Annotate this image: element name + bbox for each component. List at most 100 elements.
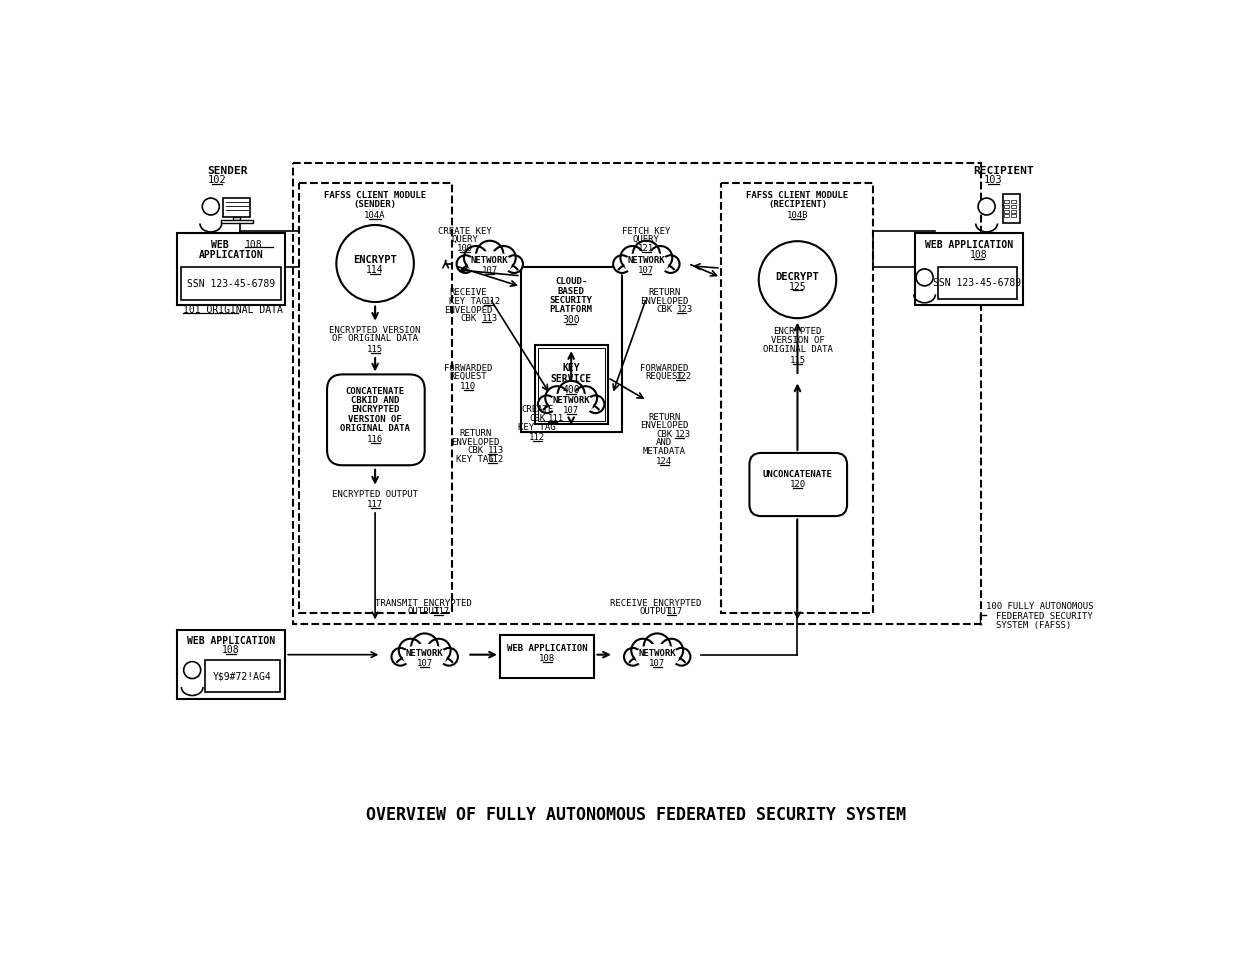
Text: 107: 107 (639, 266, 655, 275)
Text: 116: 116 (367, 435, 383, 443)
Bar (1004, 214, 1009, 217)
Text: RETURN: RETURN (649, 413, 681, 422)
Bar (1012, 201, 1016, 203)
Text: SSN 123-45-6789: SSN 123-45-6789 (934, 278, 1022, 288)
Bar (176, 630, 285, 699)
Text: TRANSMIT ENCRYPTED: TRANSMIT ENCRYPTED (374, 599, 471, 607)
Text: RETURN: RETURN (649, 288, 681, 297)
Text: SYSTEM (FAFSS): SYSTEM (FAFSS) (996, 621, 1071, 629)
Circle shape (916, 269, 934, 286)
Text: WEB APPLICATION: WEB APPLICATION (507, 644, 588, 653)
Text: 104A: 104A (365, 210, 386, 220)
Text: KEY TAG: KEY TAG (518, 423, 556, 432)
Circle shape (464, 246, 487, 269)
Bar (299, 183, 451, 613)
FancyBboxPatch shape (327, 374, 424, 466)
Text: 100 FULLY AUTONOMOUS: 100 FULLY AUTONOMOUS (986, 602, 1094, 611)
Text: KEY TAG: KEY TAG (449, 297, 487, 306)
Text: RECEIVE ENCRYPTED: RECEIVE ENCRYPTED (610, 599, 702, 607)
Circle shape (538, 395, 556, 414)
Text: (SENDER): (SENDER) (353, 201, 397, 209)
Circle shape (184, 661, 201, 679)
Ellipse shape (635, 644, 680, 669)
Bar (937, 267, 1017, 299)
Text: 107: 107 (417, 658, 433, 668)
Text: OVERVIEW OF FULLY AUTONOMOUS FEDERATED SECURITY SYSTEM: OVERVIEW OF FULLY AUTONOMOUS FEDERATED S… (366, 806, 905, 824)
Text: CLOUD-: CLOUD- (556, 278, 588, 286)
Ellipse shape (624, 251, 668, 277)
Text: WEB: WEB (211, 240, 234, 250)
Bar (233, 217, 241, 221)
Text: QUERY: QUERY (632, 235, 660, 244)
Circle shape (587, 395, 604, 414)
Text: SECURITY: SECURITY (549, 296, 593, 305)
Text: REQUEST: REQUEST (449, 372, 487, 381)
Text: KEY: KEY (563, 363, 580, 373)
Text: RECIPIENT: RECIPIENT (973, 166, 1034, 176)
Text: ENCRYPTED OUTPUT: ENCRYPTED OUTPUT (332, 490, 418, 499)
Bar (1012, 214, 1016, 217)
Text: 115: 115 (367, 345, 383, 354)
Text: 121: 121 (639, 245, 655, 254)
Text: FORWARDED: FORWARDED (444, 363, 492, 373)
Text: WEB APPLICATION: WEB APPLICATION (187, 636, 275, 646)
Text: 114: 114 (366, 265, 384, 276)
Bar (223, 198, 250, 217)
Text: 115: 115 (790, 356, 806, 365)
Circle shape (644, 633, 671, 660)
Circle shape (399, 639, 423, 662)
Text: 108: 108 (246, 240, 263, 250)
Text: APPLICATION: APPLICATION (198, 250, 263, 260)
Text: CONCATENATE: CONCATENATE (346, 387, 404, 396)
Text: 113: 113 (482, 314, 498, 324)
Text: ORIGINAL DATA: ORIGINAL DATA (340, 424, 410, 433)
Text: 120: 120 (790, 480, 806, 489)
Text: ENCRYPTED: ENCRYPTED (351, 405, 399, 415)
Text: CBK: CBK (529, 414, 546, 423)
Text: 109: 109 (456, 245, 474, 254)
Text: FEDERATED SECURITY: FEDERATED SECURITY (996, 612, 1092, 621)
Circle shape (456, 255, 475, 273)
Text: 124: 124 (656, 457, 672, 466)
Text: CBK: CBK (656, 306, 672, 314)
Text: OUTPUT: OUTPUT (407, 607, 439, 616)
Bar (534, 345, 608, 424)
Text: QUERY: QUERY (451, 235, 479, 244)
Ellipse shape (403, 644, 446, 669)
Bar (206, 660, 280, 692)
Text: Y$9#72!AG4: Y$9#72!AG4 (213, 671, 272, 682)
Circle shape (492, 246, 516, 269)
Text: CREATE KEY: CREATE KEY (438, 227, 492, 235)
Bar (500, 635, 594, 678)
Bar (221, 221, 253, 223)
Circle shape (574, 387, 598, 410)
Text: REQUEST: REQUEST (645, 372, 683, 381)
Text: 103: 103 (985, 175, 1003, 185)
Circle shape (440, 648, 458, 666)
Circle shape (505, 255, 523, 273)
Ellipse shape (618, 256, 675, 280)
Text: SSN 123-45-6789: SSN 123-45-6789 (187, 279, 275, 288)
Text: (RECIPIENT): (RECIPIENT) (768, 201, 827, 209)
Circle shape (978, 198, 994, 215)
Text: FETCH KEY: FETCH KEY (622, 227, 671, 235)
Text: FAFSS CLIENT MODULE: FAFSS CLIENT MODULE (746, 191, 848, 201)
Text: DECRYPT: DECRYPT (775, 272, 820, 281)
Circle shape (392, 648, 409, 666)
Text: CREATE: CREATE (521, 405, 553, 415)
Circle shape (546, 387, 569, 410)
Ellipse shape (629, 650, 686, 673)
Bar (293, 164, 981, 624)
Text: 125: 125 (789, 281, 806, 292)
Text: CBK: CBK (467, 446, 484, 455)
Text: 108: 108 (970, 250, 987, 260)
Text: CBK: CBK (460, 314, 476, 324)
Text: FAFSS CLIENT MODULE: FAFSS CLIENT MODULE (324, 191, 427, 201)
Text: RETURN: RETURN (459, 429, 491, 439)
Text: WEB APPLICATION: WEB APPLICATION (925, 240, 1013, 250)
Text: ENVELOPED: ENVELOPED (640, 297, 688, 306)
Circle shape (759, 241, 836, 318)
Ellipse shape (549, 391, 593, 416)
Text: 300: 300 (563, 314, 580, 325)
Text: ENVELOPED: ENVELOPED (444, 306, 492, 315)
